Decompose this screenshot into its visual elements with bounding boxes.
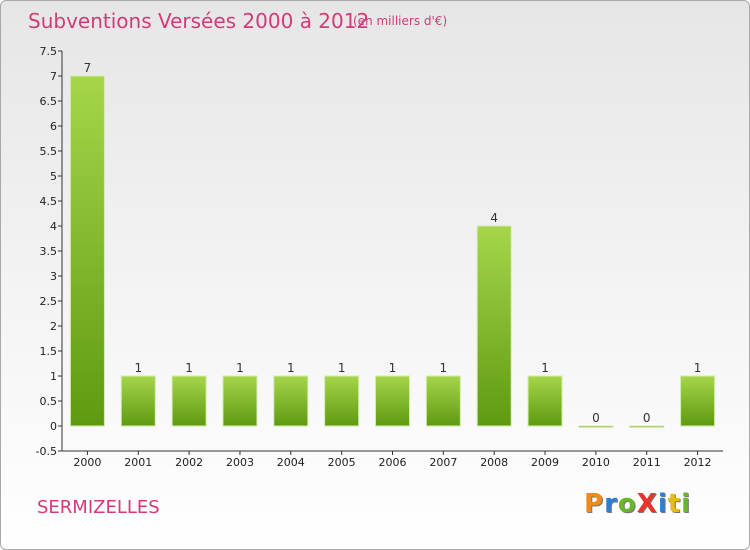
bar-2011 <box>629 425 665 428</box>
x-tick-label-2011: 2011 <box>633 456 661 469</box>
chart-title: Subventions Versées 2000 à 2012 <box>28 9 370 33</box>
x-tick-label-2009: 2009 <box>531 456 559 469</box>
y-tick-label: 7 <box>50 70 57 83</box>
y-tick-label: 1 <box>50 370 57 383</box>
x-tick-label-2001: 2001 <box>124 456 152 469</box>
y-tick-label: 7.5 <box>40 45 58 58</box>
y-tick-label: 5 <box>50 170 57 183</box>
logo-letter: i <box>657 489 668 519</box>
proxiti-logo[interactable]: ProXiti <box>584 489 691 519</box>
x-tick-label-2003: 2003 <box>226 456 254 469</box>
bars <box>69 75 716 428</box>
logo-letter: o <box>617 489 637 519</box>
bar-2005 <box>324 375 360 427</box>
bar-2003 <box>222 375 258 427</box>
data-label-2006: 1 <box>389 361 397 375</box>
x-tick-label-2008: 2008 <box>480 456 508 469</box>
bar-2008 <box>476 225 512 427</box>
bar-2001 <box>120 375 156 427</box>
x-tick-label-2007: 2007 <box>429 456 457 469</box>
data-label-2004: 1 <box>287 361 295 375</box>
data-label-2001: 1 <box>134 361 142 375</box>
y-tick-label: 3 <box>50 270 57 283</box>
y-tick-label: 4.5 <box>40 195 58 208</box>
data-label-2010: 0 <box>592 411 600 425</box>
x-tick-label-2004: 2004 <box>277 456 305 469</box>
bar-2004 <box>273 375 309 427</box>
data-label-2000: 7 <box>84 61 92 75</box>
y-tick-label: 4 <box>50 220 57 233</box>
unit-note: (en milliers d'€) <box>353 14 448 28</box>
y-tick-label: -0.5 <box>36 445 57 458</box>
bar-2012 <box>680 375 716 427</box>
x-tick-label-2006: 2006 <box>379 456 407 469</box>
y-tick-label: 6 <box>50 120 57 133</box>
y-tick-label: 1.5 <box>40 345 58 358</box>
y-tick-label: 0 <box>50 420 57 433</box>
x-tick-label-2010: 2010 <box>582 456 610 469</box>
data-label-2007: 1 <box>440 361 448 375</box>
y-tick-label: 3.5 <box>40 245 58 258</box>
data-label-2005: 1 <box>338 361 346 375</box>
data-label-2003: 1 <box>236 361 244 375</box>
data-label-2009: 1 <box>541 361 549 375</box>
logo-letter: t <box>667 489 682 519</box>
y-tick-label: 2.5 <box>40 295 58 308</box>
logo-letter: X <box>636 489 658 519</box>
bar-2002 <box>171 375 207 427</box>
bar-2007 <box>425 375 461 427</box>
data-labels: 7 1 1 1 1 1 1 1 4 1 0 0 1 <box>84 61 702 425</box>
y-tick-label: 0.5 <box>40 395 58 408</box>
data-label-2002: 1 <box>185 361 193 375</box>
data-label-2012: 1 <box>694 361 702 375</box>
y-tick-label: 2 <box>50 320 57 333</box>
axes: -0.5 0 0.5 1 1.5 2 2.5 3 3.5 4 4.5 5 5.5 6 6.5 7 7.5 2000… <box>36 45 723 469</box>
data-label-2008: 4 <box>490 211 498 225</box>
x-tick-label-2012: 2012 <box>684 456 712 469</box>
logo-letter: i <box>681 489 692 519</box>
x-tick-label-2005: 2005 <box>328 456 356 469</box>
x-tick-label-2000: 2000 <box>73 456 101 469</box>
logo-letter: r <box>604 489 618 519</box>
logo-letter: P <box>584 489 605 519</box>
place-name: SERMIZELLES <box>37 497 160 518</box>
bar-2010 <box>578 425 614 428</box>
bar-2009 <box>527 375 563 427</box>
x-tick-label-2002: 2002 <box>175 456 203 469</box>
bar-2000 <box>69 75 105 427</box>
data-label-2011: 0 <box>643 411 651 425</box>
bar-2006 <box>375 375 410 427</box>
y-tick-label: 6.5 <box>40 95 58 108</box>
y-tick-label: 5.5 <box>40 145 58 158</box>
